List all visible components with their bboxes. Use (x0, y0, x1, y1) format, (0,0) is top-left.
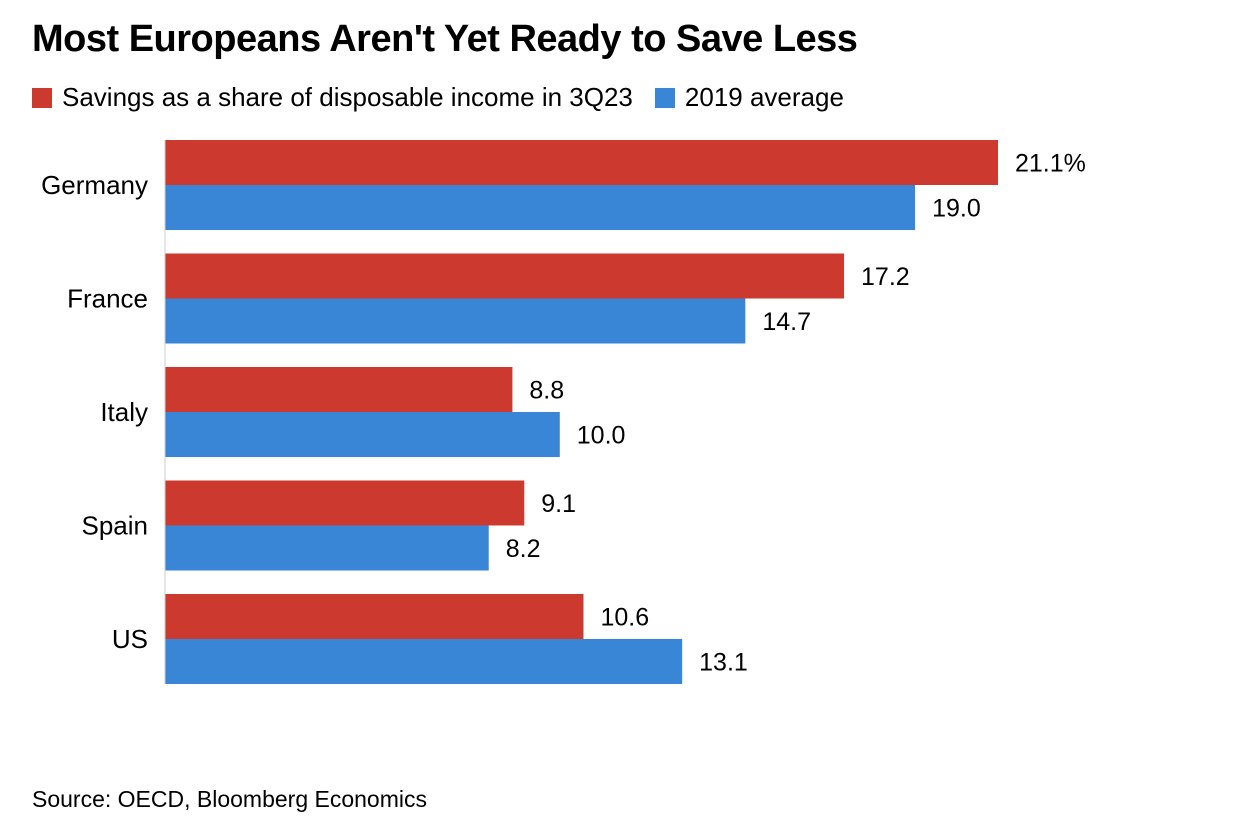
value-label-italy-2019: 10.0 (577, 422, 626, 450)
category-label-spain: Spain (82, 511, 149, 541)
value-label-us-2019: 13.1 (699, 649, 748, 677)
value-label-germany-3q23: 21.1% (1015, 150, 1086, 178)
legend-swatch-2019 (654, 87, 675, 108)
legend-label-3q23: Savings as a share of disposable income … (62, 82, 633, 112)
bar-us-3q23 (165, 594, 584, 639)
category-label-germany: Germany (41, 170, 148, 200)
value-label-spain-3q23: 9.1 (541, 490, 576, 518)
bar-germany-3q23 (165, 140, 998, 185)
legend-label-2019: 2019 average (684, 82, 844, 112)
bar-france-3q23 (165, 253, 845, 299)
bar-us-2019 (165, 639, 683, 684)
bar-italy-2019 (165, 412, 560, 457)
category-label-italy: Italy (100, 397, 148, 427)
chart-title: Most Europeans Aren't Yet Ready to Save … (32, 18, 858, 60)
bar-germany-2019 (165, 185, 916, 230)
source-note: Source: OECD, Bloomberg Economics (32, 786, 427, 812)
category-label-us: US (112, 624, 148, 654)
legend: Savings as a share of disposable income … (32, 82, 866, 113)
value-label-italy-3q23: 8.8 (529, 377, 564, 405)
legend-item-2019: 2019 average (654, 82, 844, 113)
bar-spain-3q23 (165, 480, 525, 526)
category-label-france: France (67, 284, 148, 314)
value-label-us-3q23: 10.6 (600, 604, 649, 632)
value-label-spain-2019: 8.2 (506, 535, 541, 563)
value-label-germany-2019: 19.0 (932, 195, 981, 223)
value-label-france-2019: 14.7 (762, 308, 811, 336)
bar-france-2019 (165, 298, 746, 344)
bar-spain-2019 (165, 525, 489, 571)
bar-chart: Germany 21.1% 19.0 France 17.2 14.7 Italy 8.8 10… (41, 140, 1086, 684)
value-label-france-3q23: 17.2 (861, 263, 910, 291)
legend-swatch-3q23 (32, 87, 52, 108)
bar-italy-3q23 (165, 367, 513, 412)
legend-item-3q23: Savings as a share of disposable income … (32, 82, 633, 113)
